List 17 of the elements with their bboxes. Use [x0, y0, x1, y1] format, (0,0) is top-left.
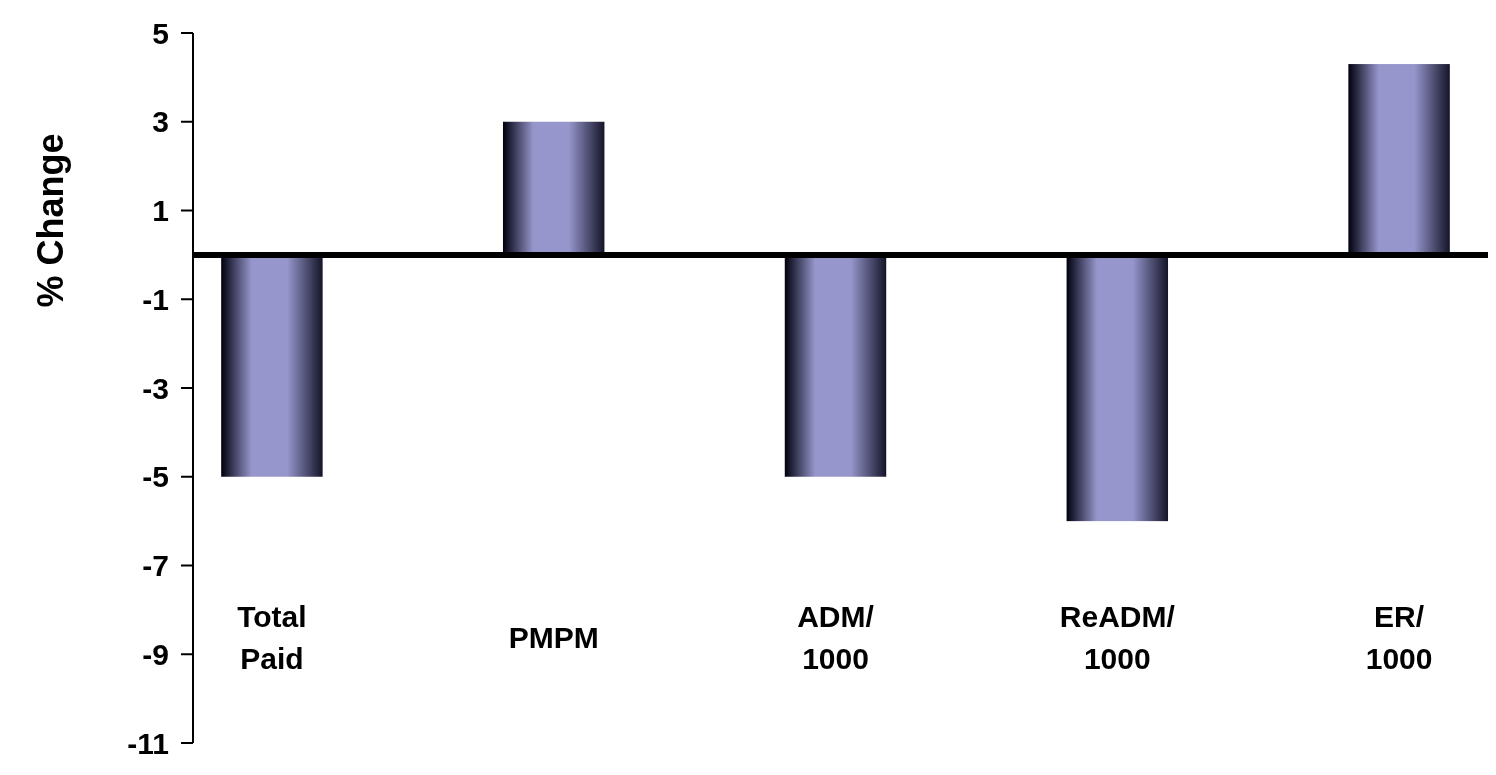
- y-tick-label: -5: [142, 460, 169, 494]
- y-tick-label: -7: [142, 549, 169, 582]
- y-tick-label: 1: [152, 194, 169, 227]
- bar: [1348, 64, 1450, 255]
- y-tick-label: 3: [152, 105, 169, 139]
- x-tick-label: Total Paid: [237, 600, 307, 675]
- bar: [502, 121, 605, 255]
- y-axis-title: % Change: [30, 133, 71, 308]
- y-tick-label: -9: [142, 637, 169, 671]
- y-tick-label: -1: [142, 282, 169, 316]
- y-tick-label: 5: [152, 16, 169, 50]
- x-tick-label: PMPM: [508, 621, 599, 654]
- y-tick-label: -3: [142, 371, 169, 405]
- x-tick-label: ADM/1000: [797, 600, 875, 675]
- x-tick-label: ER/1000: [1365, 600, 1433, 675]
- x-tick-label: ReADM/1000: [1059, 600, 1176, 675]
- y-tick-label: -11: [127, 726, 169, 760]
